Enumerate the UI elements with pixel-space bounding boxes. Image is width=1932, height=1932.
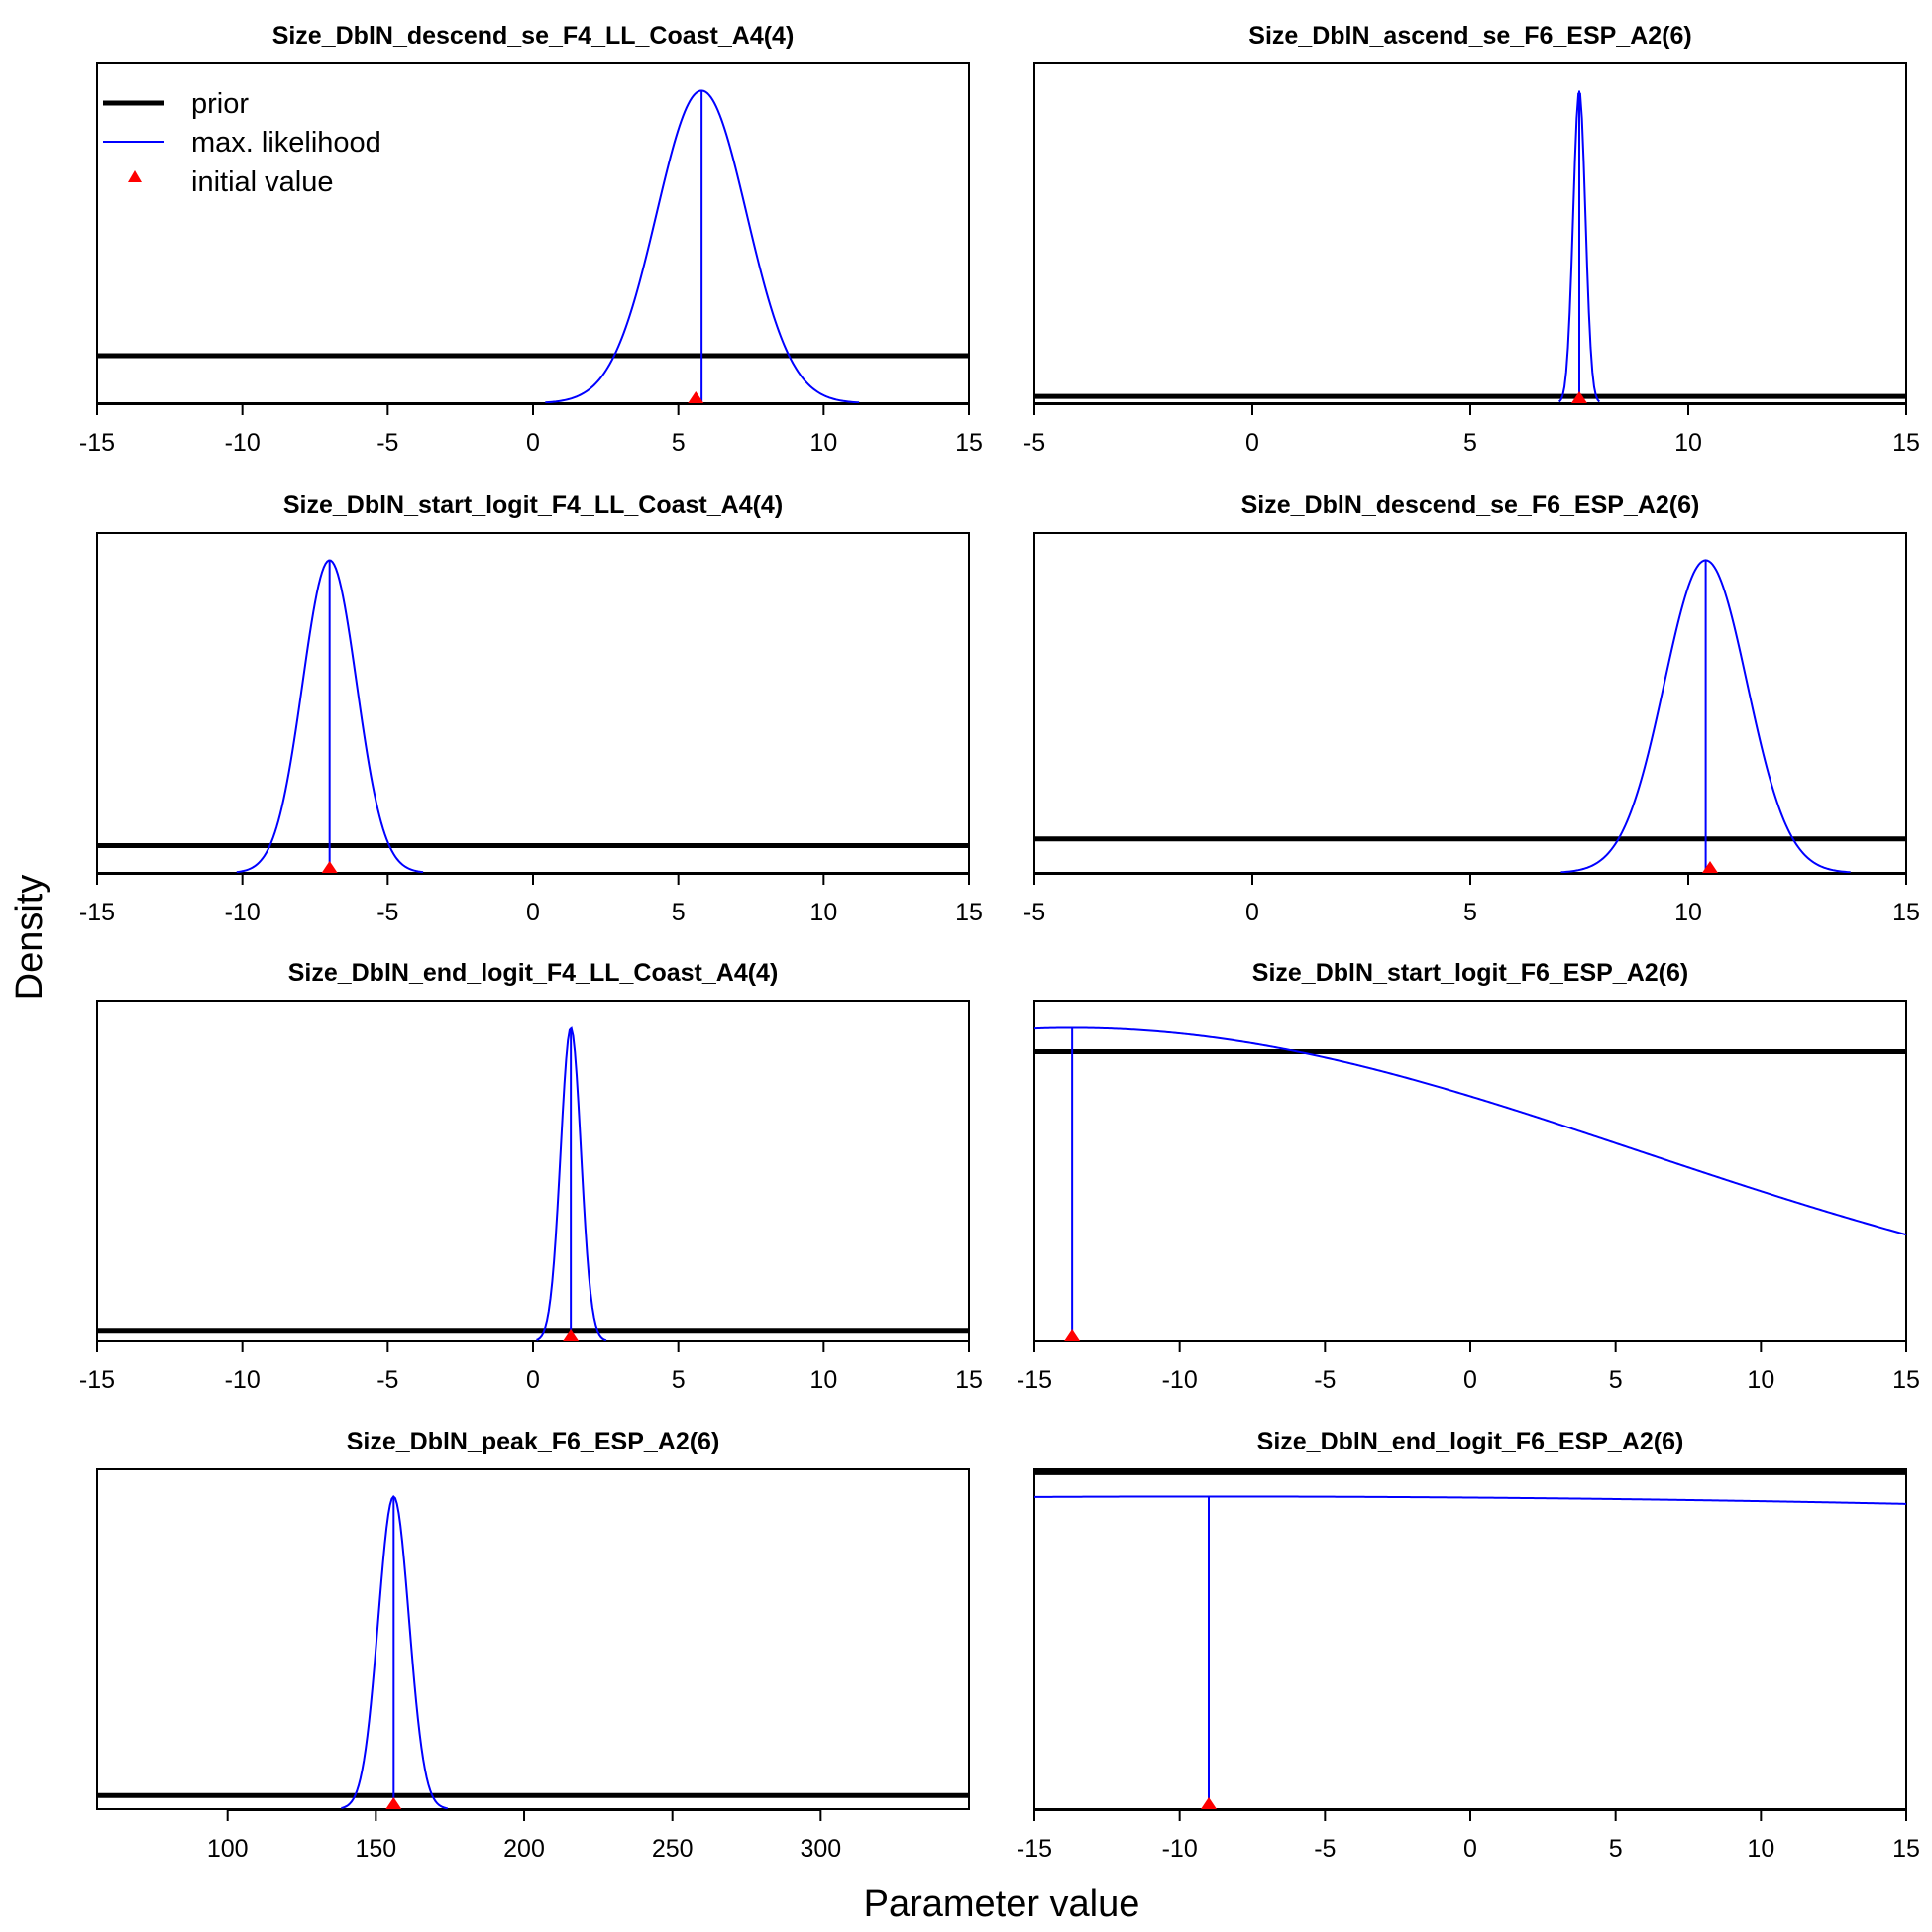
- x-tick-label: -5: [1023, 429, 1045, 457]
- initial-value-marker: [688, 391, 704, 403]
- x-tick-label: -10: [225, 899, 261, 926]
- panel-5: Size_DblN_end_logit_F4_LL_Coast_A4(4) -15…: [79, 959, 983, 1394]
- mle-curve: [1033, 1495, 1907, 1505]
- legend-initial-value-marker: [128, 170, 142, 182]
- x-tick-label: 10: [809, 429, 837, 457]
- x-tick-label: 5: [672, 1366, 686, 1394]
- x-tick-label: -5: [1314, 1366, 1336, 1394]
- plot-frame: [96, 1000, 970, 1342]
- panel-2: Size_DblN_ascend_se_F6_ESP_A2(6) -5 0 5 10 15: [1023, 22, 1920, 457]
- panel-1: Size_DblN_descend_se_F4_LL_Coast_A4(4) -1…: [79, 22, 983, 457]
- x-tick-label: 10: [809, 1366, 837, 1394]
- x-tick-label: 5: [1463, 429, 1477, 457]
- initial-value-marker: [1064, 1329, 1081, 1341]
- x-tick-label: 10: [809, 899, 837, 926]
- x-tick-label: 15: [1892, 429, 1920, 457]
- panel-3: Size_DblN_start_logit_F4_LL_Coast_A4(4) -…: [79, 491, 983, 926]
- panel-title: Size_DblN_peak_F6_ESP_A2(6): [347, 1428, 720, 1455]
- panel-6: Size_DblN_start_logit_F6_ESP_A2(6) -15 -10…: [1017, 959, 1920, 1394]
- initial-value-marker: [1571, 391, 1587, 403]
- x-tick-label: 0: [526, 899, 540, 926]
- x-tick-label: 5: [1609, 1835, 1623, 1863]
- legend-mle-label: max. likelihood: [191, 127, 381, 159]
- x-tick-label: -15: [79, 1366, 115, 1394]
- x-tick-label: -10: [1162, 1366, 1198, 1394]
- x-tick-label: 5: [672, 429, 686, 457]
- x-tick-label: 15: [1892, 899, 1920, 926]
- x-tick-label: -5: [376, 1366, 398, 1394]
- x-tick-label: 0: [526, 429, 540, 457]
- x-tick-label: 10: [1674, 429, 1702, 457]
- x-tick-label: 200: [503, 1835, 545, 1863]
- x-tick-label: 10: [1674, 899, 1702, 926]
- x-tick-label: 15: [955, 1366, 983, 1394]
- initial-value-marker: [563, 1329, 580, 1341]
- x-tick-label: 10: [1747, 1366, 1774, 1394]
- x-axis-title: Parameter value: [864, 1883, 1140, 1925]
- x-tick-label: -15: [79, 429, 115, 457]
- x-tick-label: 100: [207, 1835, 249, 1863]
- x-tick-label: 0: [1245, 429, 1259, 457]
- panel-8: Size_DblN_end_logit_F6_ESP_A2(6) -15 -10 -5…: [1017, 1428, 1920, 1863]
- x-tick-label: -5: [376, 899, 398, 926]
- x-tick-label: 0: [526, 1366, 540, 1394]
- panel-7: Size_DblN_peak_F6_ESP_A2(6) 100 150 200 250 3…: [96, 1428, 970, 1863]
- initial-value-marker: [385, 1797, 402, 1809]
- x-tick-label: 150: [356, 1835, 397, 1863]
- x-tick-label: -15: [1017, 1366, 1052, 1394]
- x-tick-label: 5: [1463, 899, 1477, 926]
- plot-frame: [1033, 1468, 1907, 1810]
- x-tick-label: 0: [1245, 899, 1259, 926]
- x-tick-label: 5: [1609, 1366, 1623, 1394]
- x-tick-label: 15: [955, 429, 983, 457]
- plot-frame: [96, 1468, 970, 1810]
- y-axis-title: Density: [9, 875, 51, 1001]
- plot-frame: [96, 532, 970, 874]
- x-tick-label: -10: [225, 429, 261, 457]
- x-tick-label: 10: [1747, 1835, 1774, 1863]
- plot-frame: [1033, 532, 1907, 874]
- initial-value-marker: [1201, 1797, 1217, 1809]
- x-tick-label: -10: [225, 1366, 261, 1394]
- initial-value-marker: [1702, 861, 1718, 873]
- legend-prior-label: prior: [191, 88, 249, 120]
- x-tick-label: 250: [652, 1835, 694, 1863]
- panel-title: Size_DblN_descend_se_F6_ESP_A2(6): [1241, 491, 1700, 519]
- panel-title: Size_DblN_end_logit_F6_ESP_A2(6): [1257, 1428, 1684, 1455]
- plot-frame: [1033, 62, 1907, 404]
- x-tick-label: -5: [1314, 1835, 1336, 1863]
- panels: Size_DblN_descend_se_F4_LL_Coast_A4(4) -1…: [79, 22, 1920, 1863]
- x-tick-label: 15: [955, 899, 983, 926]
- panel-title: Size_DblN_end_logit_F4_LL_Coast_A4(4): [288, 959, 779, 987]
- x-tick-label: -10: [1162, 1835, 1198, 1863]
- x-tick-label: 15: [1892, 1366, 1920, 1394]
- x-tick-label: -15: [79, 899, 115, 926]
- legend-initial-value-label: initial value: [191, 166, 333, 198]
- initial-value-marker: [321, 861, 338, 873]
- x-tick-label: 15: [1892, 1835, 1920, 1863]
- x-tick-label: 5: [672, 899, 686, 926]
- x-tick-label: -15: [1017, 1835, 1052, 1863]
- panel-title: Size_DblN_start_logit_F6_ESP_A2(6): [1252, 959, 1688, 987]
- panel-4: Size_DblN_descend_se_F6_ESP_A2(6) -5 0 5 10 1…: [1023, 491, 1920, 926]
- x-tick-label: 0: [1463, 1835, 1477, 1863]
- x-tick-label: 0: [1463, 1366, 1477, 1394]
- legend: prior max. likelihood initial value: [103, 88, 381, 198]
- panel-title: Size_DblN_ascend_se_F6_ESP_A2(6): [1248, 22, 1691, 50]
- panel-title: Size_DblN_descend_se_F4_LL_Coast_A4(4): [272, 22, 795, 50]
- x-tick-label: -5: [376, 429, 398, 457]
- x-tick-label: -5: [1023, 899, 1045, 926]
- x-tick-label: 300: [800, 1835, 841, 1863]
- mle-curve: [1033, 1026, 1907, 1236]
- panel-title: Size_DblN_start_logit_F4_LL_Coast_A4(4): [283, 491, 783, 519]
